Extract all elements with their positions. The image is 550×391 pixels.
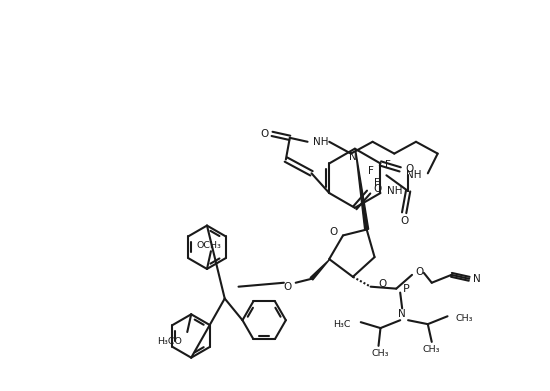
Text: OCH₃: OCH₃	[196, 241, 222, 250]
Text: O: O	[405, 164, 413, 174]
Text: CH₃: CH₃	[455, 314, 473, 323]
Text: CH₃: CH₃	[423, 345, 441, 354]
Polygon shape	[310, 259, 329, 280]
Text: F: F	[373, 178, 380, 188]
Text: H₃C: H₃C	[333, 320, 351, 329]
Text: NH: NH	[406, 170, 422, 180]
Text: O: O	[329, 228, 337, 237]
Text: F: F	[368, 166, 373, 176]
Text: F: F	[386, 160, 391, 170]
Text: CH₃: CH₃	[372, 349, 389, 358]
Text: P: P	[403, 283, 410, 294]
Text: O: O	[284, 282, 292, 292]
Text: O: O	[378, 279, 387, 289]
Text: O: O	[400, 216, 408, 226]
Polygon shape	[355, 149, 368, 230]
Text: NH: NH	[312, 137, 328, 147]
Text: N: N	[349, 152, 357, 161]
Text: N: N	[398, 309, 406, 319]
Text: O: O	[416, 267, 424, 277]
Text: O: O	[373, 184, 382, 194]
Text: O: O	[260, 129, 268, 139]
Text: H₃CO: H₃CO	[157, 337, 182, 346]
Text: N: N	[473, 274, 481, 284]
Text: NH: NH	[387, 186, 402, 196]
